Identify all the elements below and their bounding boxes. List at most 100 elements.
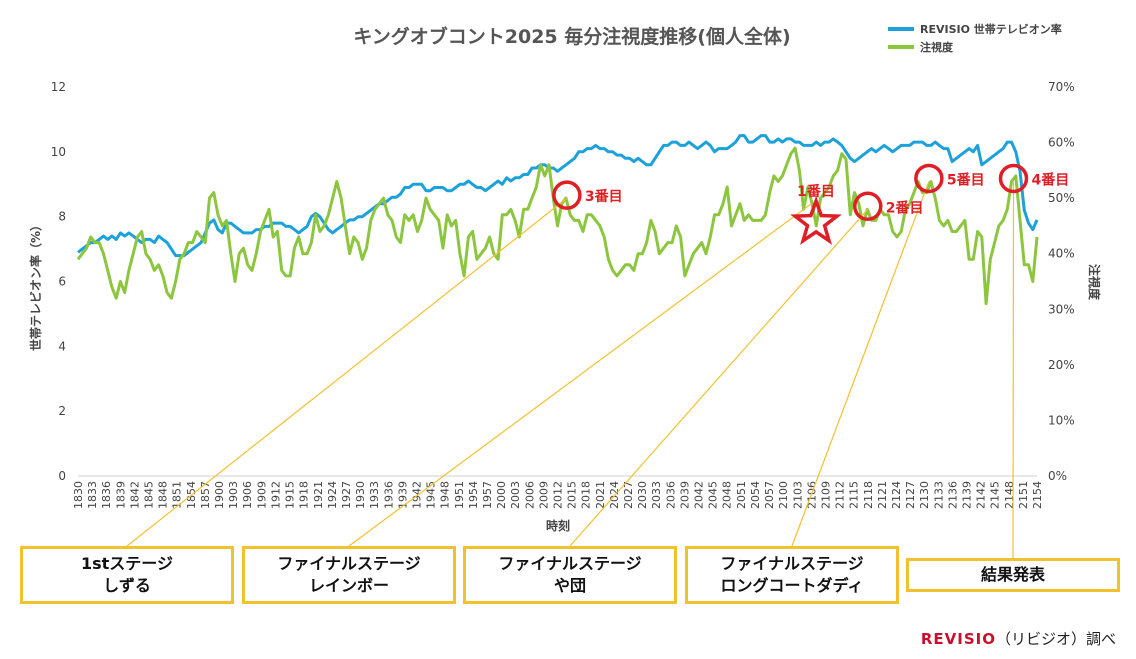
x-tick-label: 1833 — [86, 481, 99, 509]
segment-box-longcoatdaddy: ファイナルステージ ロングコートダディ — [685, 546, 899, 604]
x-tick-label: 1918 — [298, 481, 311, 509]
x-tick-label: 2015 — [566, 481, 579, 509]
credit-brand: REVISIO — [920, 630, 996, 648]
x-tick-label: 2042 — [693, 481, 706, 509]
x-tick-label: 2018 — [580, 481, 593, 509]
rank-label: 1番目 — [797, 183, 835, 200]
x-tick-label: 2136 — [946, 481, 959, 509]
y-left-tick-label: 0 — [58, 469, 66, 483]
x-tick-label: 1845 — [143, 481, 156, 509]
x-tick-label: 2039 — [678, 481, 691, 509]
x-tick-label: 2036 — [664, 481, 677, 509]
credit-text: （リビジオ）調べ — [995, 630, 1116, 648]
x-tick-label: 1921 — [312, 481, 325, 509]
x-tick-label: 2118 — [862, 481, 875, 509]
x-tick-label: 1906 — [241, 481, 254, 509]
rank-star-marker — [790, 195, 842, 245]
x-tick-label: 2154 — [1031, 481, 1044, 509]
y-right-tick-label: 30% — [1048, 302, 1075, 316]
x-tick-label: 1927 — [340, 481, 353, 509]
y-right-tick-label: 40% — [1048, 247, 1075, 261]
x-tick-label: 2006 — [523, 481, 536, 509]
x-tick-label: 2142 — [975, 481, 988, 509]
rank-circle-marker — [914, 163, 944, 194]
x-tick-label: 1936 — [382, 481, 395, 509]
x-tick-label: 2133 — [932, 481, 945, 509]
x-tick-label: 2151 — [1017, 481, 1030, 509]
x-tick-label: 2045 — [707, 481, 720, 509]
y-left-tick-label: 12 — [51, 80, 66, 94]
rank-label: 5番目 — [947, 171, 985, 188]
y-left-axis-label: 世帯テレビオン率（%） — [28, 219, 43, 351]
x-tick-label: 1912 — [269, 481, 282, 509]
x-tick-label: 2000 — [495, 481, 508, 509]
x-tick-label: 2115 — [848, 481, 861, 509]
x-tick-label: 2139 — [960, 481, 973, 509]
x-tick-label: 1948 — [439, 481, 452, 509]
x-tick-label: 2121 — [876, 481, 889, 509]
rank-circle-marker — [853, 191, 883, 222]
x-tick-label: 2033 — [650, 481, 663, 509]
segment-box-yadan: ファイナルステージ や団 — [463, 546, 677, 604]
x-tick-label: 1900 — [213, 481, 226, 509]
rank-circle-marker — [998, 163, 1029, 194]
segment-connector — [126, 197, 568, 547]
y-right-tick-label: 70% — [1048, 80, 1075, 94]
y-right-axis-label: 注視度 — [1087, 264, 1102, 301]
y-left-tick-label: 8 — [58, 210, 66, 224]
y-left-tick-label: 4 — [58, 339, 66, 353]
rank-label: 3番目 — [585, 188, 623, 205]
y-left-tick-label: 6 — [58, 275, 66, 289]
x-tick-label: 2145 — [989, 481, 1002, 509]
x-tick-label: 1857 — [199, 481, 212, 509]
segment-connector — [348, 203, 812, 547]
segment-box-result: 結果発表 — [906, 558, 1120, 592]
x-tick-label: 1830 — [72, 481, 85, 509]
segment-box-rainbow: ファイナルステージ レインボー — [242, 546, 456, 604]
x-tick-label: 2100 — [777, 481, 790, 509]
x-tick-label: 2054 — [749, 481, 762, 509]
x-tick-label: 1839 — [114, 481, 127, 509]
series-line-tv-on-rate — [77, 134, 1039, 258]
segment-box-shizuru: 1stステージ しずる — [20, 546, 234, 604]
x-tick-label: 2057 — [763, 481, 776, 509]
x-tick-label: 2127 — [904, 481, 917, 509]
segment-connector — [569, 208, 869, 547]
x-tick-label: 1957 — [481, 481, 494, 509]
x-tick-label: 2009 — [537, 481, 550, 509]
x-tick-label: 2021 — [594, 481, 607, 509]
legend-label: REVISIO 世帯テレビオン率 — [920, 22, 1062, 36]
x-tick-label: 2124 — [890, 481, 903, 509]
x-tick-label: 1842 — [128, 481, 141, 509]
x-tick-label: 1836 — [100, 481, 113, 509]
x-tick-label: 1954 — [467, 481, 480, 509]
y-left-tick-label: 10 — [51, 145, 66, 159]
x-tick-label: 2027 — [622, 481, 635, 509]
source-credit: REVISIO（リビジオ）調べ — [921, 628, 1116, 649]
segment-connector — [791, 181, 930, 547]
x-tick-label: 1903 — [227, 481, 240, 509]
chart-title: キングオブコント2025 毎分注視度推移(個人全体) — [353, 25, 790, 48]
x-tick-label: 1851 — [171, 481, 184, 509]
x-tick-label: 1930 — [354, 481, 367, 509]
x-tick-label: 2130 — [918, 481, 931, 509]
x-tick-label: 1951 — [453, 481, 466, 509]
x-tick-label: 2030 — [636, 481, 649, 509]
x-tick-label: 2051 — [735, 481, 748, 509]
y-left-tick-label: 2 — [58, 404, 66, 418]
x-tick-label: 1909 — [255, 481, 268, 509]
x-tick-label: 1924 — [326, 481, 339, 509]
x-tick-label: 2112 — [834, 481, 847, 509]
y-right-tick-label: 60% — [1048, 136, 1075, 150]
x-tick-label: 1848 — [157, 481, 170, 509]
rank-label: 4番目 — [1031, 171, 1069, 188]
rank-label: 2番目 — [886, 199, 924, 216]
rank-circle-marker — [552, 180, 582, 210]
x-axis-label: 時刻 — [546, 518, 570, 533]
x-tick-label: 1933 — [368, 481, 381, 509]
y-right-tick-label: 50% — [1048, 191, 1075, 205]
x-tick-label: 2012 — [552, 481, 565, 509]
x-tick-label: 1939 — [396, 481, 409, 509]
